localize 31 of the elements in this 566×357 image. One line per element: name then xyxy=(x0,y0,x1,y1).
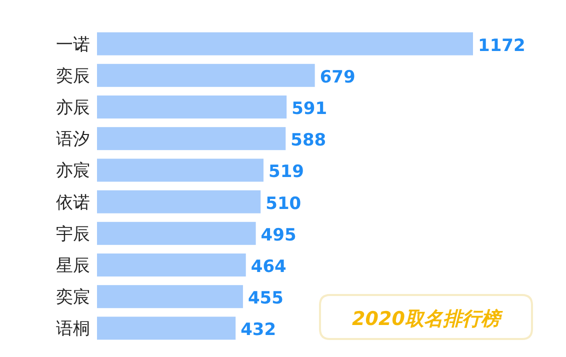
data-label: 588 xyxy=(290,130,326,151)
bar xyxy=(97,316,236,340)
data-label: 432 xyxy=(240,320,276,340)
y-tick-label: 亦辰 xyxy=(56,98,90,118)
y-tick-label: 亦宸 xyxy=(56,161,90,182)
bar xyxy=(97,32,473,56)
data-label: 1172 xyxy=(478,36,526,56)
data-label: 464 xyxy=(250,257,287,277)
data-label: 510 xyxy=(266,194,302,214)
y-tick-label: 星辰 xyxy=(56,256,90,276)
bar xyxy=(97,285,243,308)
bar xyxy=(97,158,264,182)
y-tick-label: 一诺 xyxy=(56,34,90,55)
bar xyxy=(97,190,261,214)
y-tick-label: 依诺 xyxy=(56,192,90,213)
y-tick-label: 语桐 xyxy=(56,319,90,340)
text: 2020取名排行榜 xyxy=(352,308,503,330)
bar xyxy=(97,96,287,118)
data-label: 679 xyxy=(320,67,356,88)
data-label: 591 xyxy=(292,99,328,119)
bar xyxy=(97,64,315,87)
data-label: 519 xyxy=(268,162,304,182)
y-tick-label: 奕辰 xyxy=(56,66,90,86)
bar xyxy=(97,127,286,150)
data-label: 495 xyxy=(260,225,296,246)
bar xyxy=(97,254,246,276)
data-label: 455 xyxy=(248,288,284,309)
y-tick-label: 宇辰 xyxy=(56,224,90,244)
y-tick-label: 语汐 xyxy=(56,130,90,150)
bar xyxy=(97,222,256,245)
y-tick-label: 奕宸 xyxy=(56,288,90,308)
